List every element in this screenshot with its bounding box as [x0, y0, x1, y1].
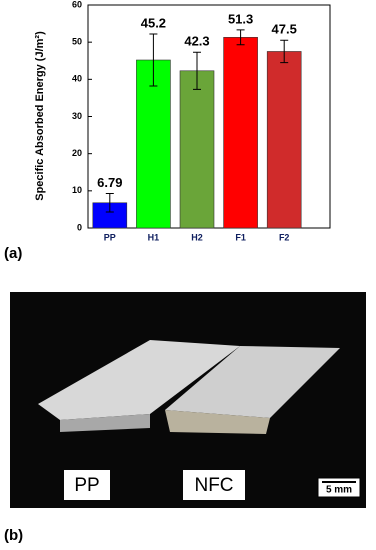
pp-slab [38, 340, 240, 420]
value-label: 42.3 [184, 34, 209, 49]
scale-label: 5 mm [326, 485, 352, 496]
y-tick-label: 20 [72, 148, 82, 158]
x-tick-label: F2 [279, 232, 290, 242]
x-tick-label: PP [104, 232, 116, 242]
y-axis-label: Specific Absorbed Energy (J/m²) [34, 31, 46, 201]
error-bar [193, 51, 201, 90]
y-tick-label: 50 [72, 37, 82, 47]
x-tick-label: H1 [148, 232, 160, 242]
error-bar [236, 29, 245, 46]
nfc-slab [165, 346, 340, 418]
value-label: 51.3 [228, 11, 253, 26]
value-label: 6.79 [97, 175, 122, 190]
y-tick-label: 60 [72, 0, 82, 9]
y-tick-label: 0 [77, 222, 82, 232]
label-box [183, 470, 245, 500]
pp-slab-edge [60, 414, 150, 432]
x-tick-label: F1 [235, 232, 246, 242]
bar [179, 70, 215, 229]
y-tick-label: 40 [72, 74, 82, 84]
nfc-slab-edge [165, 410, 270, 434]
value-label: 45.2 [141, 15, 166, 30]
bar [266, 51, 302, 229]
y-tick-label: 10 [72, 185, 82, 195]
bar [223, 37, 258, 229]
photo-label: NFC [194, 475, 233, 496]
y-tick-label: 30 [72, 111, 82, 121]
error-bar [149, 33, 158, 87]
x-tick-label: H2 [191, 232, 203, 242]
label-box [64, 470, 110, 500]
panel-label: (b) [4, 527, 23, 544]
error-bar [280, 39, 289, 64]
value-label: 47.5 [272, 22, 297, 37]
panel-label: (a) [4, 245, 22, 262]
error-bar [105, 192, 114, 213]
photo-label: PP [74, 475, 99, 496]
